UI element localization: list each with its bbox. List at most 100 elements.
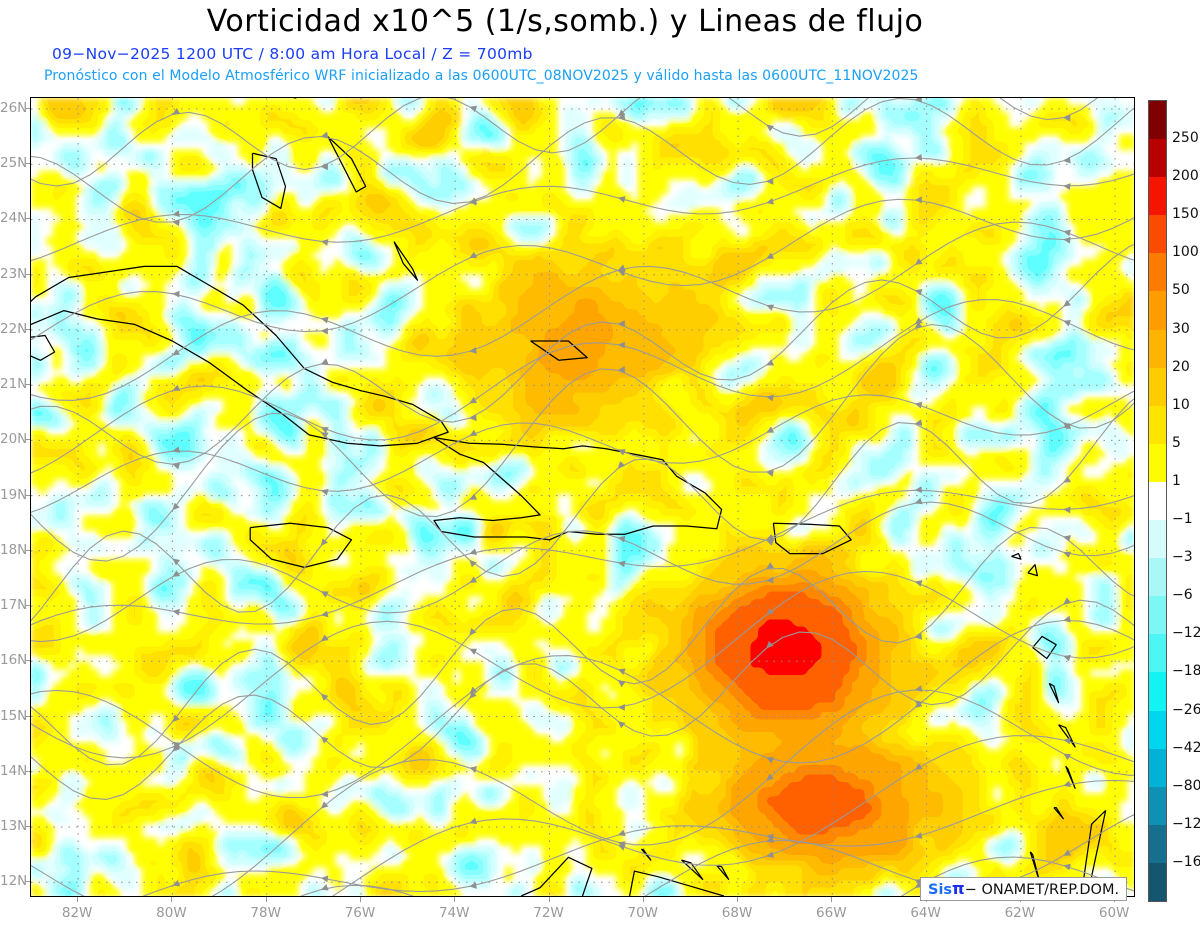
- colorbar-band: [1149, 786, 1166, 825]
- x-axis-tick: [171, 897, 173, 902]
- colorbar-band: [1149, 558, 1166, 597]
- colorbar-tick-label: −26: [1172, 701, 1200, 718]
- colorbar-tick-label: 250: [1172, 130, 1199, 147]
- page-title: Vorticidad x10^5 (1/s,somb.) y Lineas de…: [206, 4, 924, 39]
- colorbar-tick-label: −160: [1172, 853, 1200, 870]
- y-axis-tick-label: 16N: [0, 652, 28, 669]
- colorbar-band: [1149, 139, 1166, 178]
- vorticity-map: [30, 97, 1135, 897]
- colorbar-tick-label: 30: [1172, 320, 1190, 337]
- y-axis-tick: [25, 163, 30, 165]
- colorbar-band: [1149, 443, 1166, 482]
- y-axis-tick-label: 18N: [0, 541, 28, 558]
- x-axis-tick-label: 64W: [910, 905, 941, 921]
- colorbar-band: [1149, 672, 1166, 711]
- y-axis-tick-label: 13N: [0, 817, 28, 834]
- colorbar-tick-label: 20: [1172, 358, 1190, 375]
- x-axis-tick-label: 82W: [61, 905, 93, 921]
- logo-pi-icon: π: [952, 879, 965, 898]
- x-axis-tick: [77, 897, 79, 902]
- colorbar-band: [1149, 862, 1166, 901]
- y-axis-tick: [25, 605, 30, 607]
- x-axis-tick-label: 76W: [344, 905, 376, 921]
- colorbar-tick-label: −6: [1172, 587, 1193, 604]
- y-axis-tick: [25, 770, 30, 772]
- x-axis-tick-label: 72W: [533, 905, 564, 921]
- colorbar-tick-label: −42: [1172, 739, 1200, 756]
- colorbar-band: [1149, 634, 1166, 673]
- y-axis-tick-label: 20N: [0, 431, 28, 448]
- logo-sis-text: Sis: [928, 882, 953, 898]
- x-axis-tick-label: 60W: [1098, 905, 1130, 921]
- colorbar-tick-label: −18: [1172, 663, 1200, 680]
- colorbar-tick-label: 200: [1172, 168, 1199, 185]
- colorbar-tick-label: −120: [1172, 815, 1200, 832]
- colorbar-band: [1149, 253, 1166, 292]
- colorbar-tick-label: 5: [1172, 434, 1181, 451]
- x-axis-tick: [265, 897, 267, 902]
- x-axis-tick-label: 74W: [438, 905, 470, 921]
- colorbar-tick-label: 50: [1172, 282, 1190, 299]
- y-axis-tick-label: 22N: [0, 320, 28, 337]
- colorbar-band: [1149, 710, 1166, 749]
- sispi-onamet-logo: Sisπ− ONAMET/REP.DOM.: [920, 877, 1128, 901]
- y-axis-tick-label: 24N: [0, 210, 28, 227]
- run-time-subtitle: 09−Nov−2025 1200 UTC / 8:00 am Hora Loca…: [52, 45, 533, 63]
- colorbar-band: [1149, 329, 1166, 368]
- x-axis-tick: [737, 897, 739, 902]
- y-axis-tick: [25, 328, 30, 330]
- y-axis-tick: [25, 549, 30, 551]
- y-axis-tick-label: 17N: [0, 597, 28, 614]
- y-axis-tick: [25, 494, 30, 496]
- colorbar-band: [1149, 405, 1166, 444]
- colorbar-band: [1149, 101, 1166, 140]
- y-axis-tick-label: 15N: [0, 707, 28, 724]
- colorbar-tick-label: −80: [1172, 777, 1200, 794]
- colorbar-tick-label: −12: [1172, 625, 1200, 642]
- y-axis-tick: [25, 273, 30, 275]
- colorbar-band: [1149, 215, 1166, 254]
- colorbar-band: [1149, 596, 1166, 635]
- model-info-subtitle: Pronóstico con el Modelo Atmosférico WRF…: [44, 68, 919, 84]
- colorbar-tick-label: 100: [1172, 244, 1199, 261]
- y-axis-tick-label: 12N: [0, 873, 28, 890]
- colorbar: [1148, 100, 1167, 902]
- y-axis-tick-label: 19N: [0, 486, 28, 503]
- colorbar-band: [1149, 824, 1166, 863]
- y-axis-tick-label: 25N: [0, 155, 28, 172]
- colorbar-tick-label: −1: [1172, 511, 1193, 528]
- colorbar-band: [1149, 291, 1166, 330]
- x-axis-tick-label: 78W: [250, 905, 281, 921]
- y-axis-tick-label: 23N: [0, 265, 28, 282]
- map-canvas: [31, 98, 1134, 896]
- y-axis-tick-label: 26N: [0, 100, 28, 117]
- y-axis-tick: [25, 218, 30, 220]
- colorbar-band: [1149, 177, 1166, 216]
- streamline-arrows: [172, 98, 1072, 896]
- y-axis-tick: [25, 715, 30, 717]
- x-axis-tick-label: 68W: [721, 905, 753, 921]
- colorbar-tick-label: −3: [1172, 549, 1193, 566]
- y-axis-tick: [25, 825, 30, 827]
- x-axis-tick-label: 80W: [156, 905, 187, 921]
- y-axis-tick: [25, 108, 30, 110]
- colorbar-tick-label: 10: [1172, 396, 1190, 413]
- colorbar-tick-label: 150: [1172, 206, 1199, 223]
- x-axis-tick-label: 70W: [627, 905, 659, 921]
- vorticity-shading: [31, 98, 1134, 896]
- x-axis-tick: [831, 897, 833, 902]
- y-axis-tick: [25, 439, 30, 441]
- y-axis-tick: [25, 660, 30, 662]
- x-axis-tick: [642, 897, 644, 902]
- colorbar-tick-label: 1: [1172, 472, 1181, 489]
- graticule: [31, 98, 1134, 896]
- streamlines: [31, 98, 1134, 896]
- x-axis-tick: [454, 897, 456, 902]
- x-axis-tick: [548, 897, 550, 902]
- logo-agency-text: − ONAMET/REP.DOM.: [964, 882, 1120, 898]
- colorbar-band: [1149, 520, 1166, 559]
- x-axis-tick-label: 66W: [816, 905, 847, 921]
- x-axis-tick-label: 62W: [1004, 905, 1036, 921]
- y-axis-tick: [25, 881, 30, 883]
- y-axis-tick-label: 14N: [0, 762, 28, 779]
